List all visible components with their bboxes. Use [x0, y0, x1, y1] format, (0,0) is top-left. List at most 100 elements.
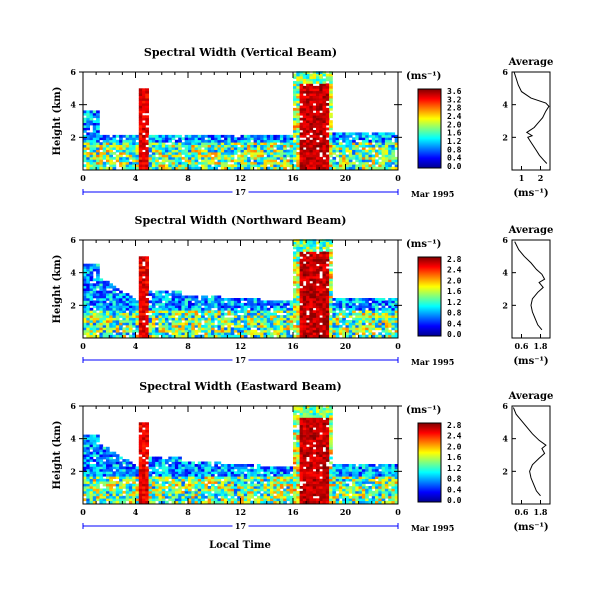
heatmap-cell: [220, 298, 225, 301]
heatmap-cell: [306, 83, 310, 87]
heatmap-cell: [220, 476, 225, 479]
heatmap-cell: [316, 261, 320, 264]
heatmap-cell: [211, 300, 215, 304]
heatmap-cell: [368, 317, 373, 321]
heatmap-cell: [142, 161, 146, 165]
heatmap-cell: [106, 451, 110, 455]
heatmap-cell: [188, 295, 192, 299]
heatmap-cell: [276, 329, 281, 333]
heatmap-cell: [286, 332, 291, 336]
heatmap-cell: [270, 327, 274, 331]
heatmap-cell: [266, 152, 271, 155]
heatmap-cell: [358, 132, 363, 136]
heatmap-cell: [355, 300, 359, 304]
heatmap-cell: [286, 327, 291, 331]
heatmap-cell: [86, 122, 90, 126]
heatmap-cell: [306, 78, 310, 82]
heatmap-cell: [151, 295, 156, 299]
heatmap-cell: [296, 251, 300, 255]
heatmap-cell: [148, 134, 153, 138]
heatmap-cell: [96, 324, 100, 328]
heatmap-cell: [158, 134, 163, 138]
heatmap-cell: [312, 239, 317, 242]
heatmap-cell: [352, 164, 356, 168]
heatmap-cell: [92, 320, 97, 323]
heatmap-cell: [142, 307, 146, 311]
heatmap-cell: [253, 147, 258, 150]
heatmap-cell: [224, 466, 228, 470]
heatmap-cell: [96, 283, 100, 287]
heatmap-cell: [312, 125, 317, 128]
heatmap-cell: [312, 105, 317, 109]
heatmap-cell: [273, 332, 277, 336]
heatmap-cell: [322, 125, 327, 128]
heatmap-cell: [191, 476, 195, 479]
heatmap-cell: [201, 144, 205, 148]
heatmap-cell: [155, 488, 159, 492]
heatmap-cell: [96, 295, 100, 299]
heatmap-cell: [371, 317, 376, 321]
heatmap-cell: [391, 161, 396, 165]
heatmap-cell: [174, 139, 179, 143]
heatmap-cell: [316, 152, 320, 155]
heatmap-cell: [316, 149, 320, 153]
heatmap-cell: [299, 293, 304, 296]
heatmap-cell: [260, 137, 264, 141]
heatmap-cell: [96, 120, 100, 123]
heatmap-cell: [220, 471, 225, 475]
heatmap-cell: [368, 315, 373, 318]
heatmap-cell: [96, 144, 100, 148]
heatmap-cell: [293, 310, 297, 313]
heatmap-cell: [148, 300, 153, 304]
heatmap-cell: [220, 329, 225, 333]
heatmap-cell: [240, 161, 245, 165]
heatmap-cell: [296, 456, 300, 460]
heatmap-cell: [168, 307, 172, 311]
heatmap-cell: [92, 283, 97, 287]
heatmap-cell: [161, 478, 166, 482]
heatmap-cell: [309, 334, 314, 338]
heatmap-cell: [329, 88, 333, 92]
heatmap-cell: [256, 137, 261, 141]
heatmap-cell: [276, 468, 281, 472]
heatmap-cell: [151, 159, 156, 163]
heatmap-cell: [178, 488, 182, 492]
heatmap-cell: [86, 127, 90, 131]
heatmap-cell: [119, 302, 123, 306]
heatmap-cell: [207, 307, 212, 311]
heatmap-cell: [263, 493, 268, 497]
heatmap-cell: [148, 478, 153, 482]
heatmap-cell: [168, 471, 172, 475]
heatmap-cell: [125, 312, 130, 316]
heatmap-cell: [293, 275, 297, 279]
heatmap-cell: [237, 159, 241, 163]
heatmap-cell: [112, 305, 117, 309]
heatmap-cell: [260, 307, 264, 311]
heatmap-cell: [233, 161, 238, 165]
heatmap-cell: [89, 459, 94, 462]
heatmap-cell: [132, 476, 136, 479]
heatmap-cell: [201, 461, 205, 465]
heatmap-cell: [122, 471, 127, 475]
heatmap-cell: [394, 156, 399, 160]
heatmap-cell: [102, 317, 107, 321]
heatmap-cell: [391, 134, 396, 138]
heatmap-cell: [178, 490, 182, 494]
heatmap-cell: [302, 432, 307, 435]
heatmap-cell: [92, 488, 97, 492]
heatmap-cell: [211, 152, 215, 155]
heatmap-cell: [178, 486, 182, 489]
heatmap-cell: [178, 498, 182, 502]
heatmap-cell: [296, 166, 300, 170]
heatmap-cell: [201, 166, 205, 170]
heatmap-cell: [102, 449, 107, 453]
heatmap-cell: [299, 95, 304, 99]
heatmap-cell: [168, 327, 172, 331]
heatmap-cell: [233, 307, 238, 311]
heatmap-cell: [263, 315, 268, 318]
heatmap-cell: [299, 495, 304, 499]
heatmap-cell: [345, 322, 350, 326]
heatmap-cell: [256, 476, 261, 479]
heatmap-cell: [188, 320, 192, 323]
heatmap-cell: [96, 127, 100, 131]
